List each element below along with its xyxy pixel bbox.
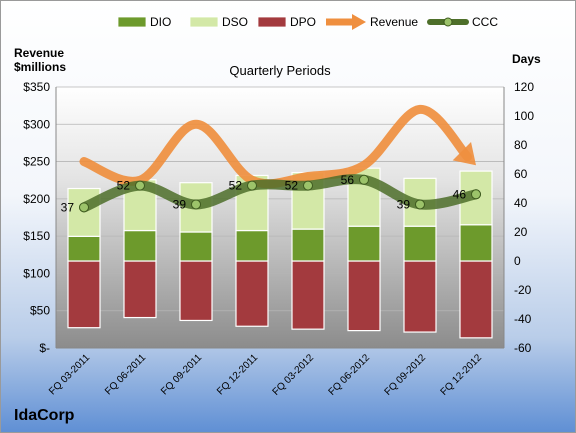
dio-bar [347,225,381,262]
right-tick-label: -40 [514,312,532,326]
ccc-point [471,189,481,200]
legend-label: DSO [222,15,248,29]
right-tick-label: 80 [514,138,528,152]
dio-bar [123,229,157,262]
left-tick-label: $300 [23,117,50,131]
legend-swatch [117,16,147,28]
ccc-data-label: 52 [229,179,243,193]
revenue-arrowhead [452,141,476,166]
dso-bar [67,187,101,237]
ccc-data-label: 46 [453,187,467,201]
ccc-point [247,180,257,191]
dpo-bar [67,260,101,329]
ccc-point [303,180,313,191]
ccc-point [415,199,425,210]
chart-title: Quarterly Periods [229,63,331,78]
dio-bar [67,235,101,262]
dpo-bar [235,260,269,327]
ccc-line [79,174,481,213]
legend-label: Revenue [370,15,418,29]
left-tick-label: $350 [23,80,50,94]
dio-bar [235,229,269,262]
left-axis-label-line1: Revenue [14,46,64,60]
lines [79,104,481,213]
right-tick-label: 60 [514,167,528,181]
legend-label: DPO [290,15,316,29]
left-tick-label: $100 [23,266,50,280]
ccc-point [135,180,145,191]
left-tick-label: $50 [30,304,50,318]
legend-arrow [352,14,366,30]
ccc-point [359,174,369,185]
right-tick-label: 120 [514,80,534,94]
legend-marker [443,17,453,27]
left-axis-label-line2: $millions [14,60,66,74]
dpo-bar [123,260,157,319]
left-tick-label: $150 [23,229,50,243]
company-name: IdaCorp [14,407,75,424]
right-tick-label: 20 [514,225,528,239]
legend: DIO DSO DPO Revenue CCC [117,14,498,30]
dio-bar [459,224,493,262]
ccc-data-label: 52 [285,179,299,193]
legend-swatch [257,16,287,28]
dio-bar [179,231,213,262]
dpo-bar [347,260,381,332]
ccc-point [191,199,201,210]
right-tick-label: -20 [514,283,532,297]
right-axis-label: Days [512,52,541,66]
dio-bar [291,228,325,262]
dpo-bar [291,260,325,330]
ccc-data-label: 52 [117,179,131,193]
right-tick-label: 40 [514,196,528,210]
ccc-data-label: 39 [397,197,411,211]
legend-swatch [189,16,219,28]
left-tick-label: $250 [23,155,50,169]
dpo-bar [179,260,213,322]
legend-label: CCC [472,15,498,29]
ccc-data-label: 39 [173,197,187,211]
dpo-bar [459,260,493,339]
ccc-point [79,202,89,213]
data-labels: 37 52 39 52 52 56 39 46 [61,173,467,215]
dpo-bar [403,260,437,333]
ccc-data-label: 37 [61,200,75,214]
ccc-data-label: 56 [341,173,355,187]
plot-area [56,87,504,348]
dio-bar [403,225,437,262]
right-tick-label: -60 [514,341,532,355]
left-tick-label: $- [39,341,50,355]
legend-label: DIO [150,15,171,29]
right-tick-label: 0 [514,254,521,268]
right-tick-label: 100 [514,109,534,123]
left-tick-label: $200 [23,192,50,206]
